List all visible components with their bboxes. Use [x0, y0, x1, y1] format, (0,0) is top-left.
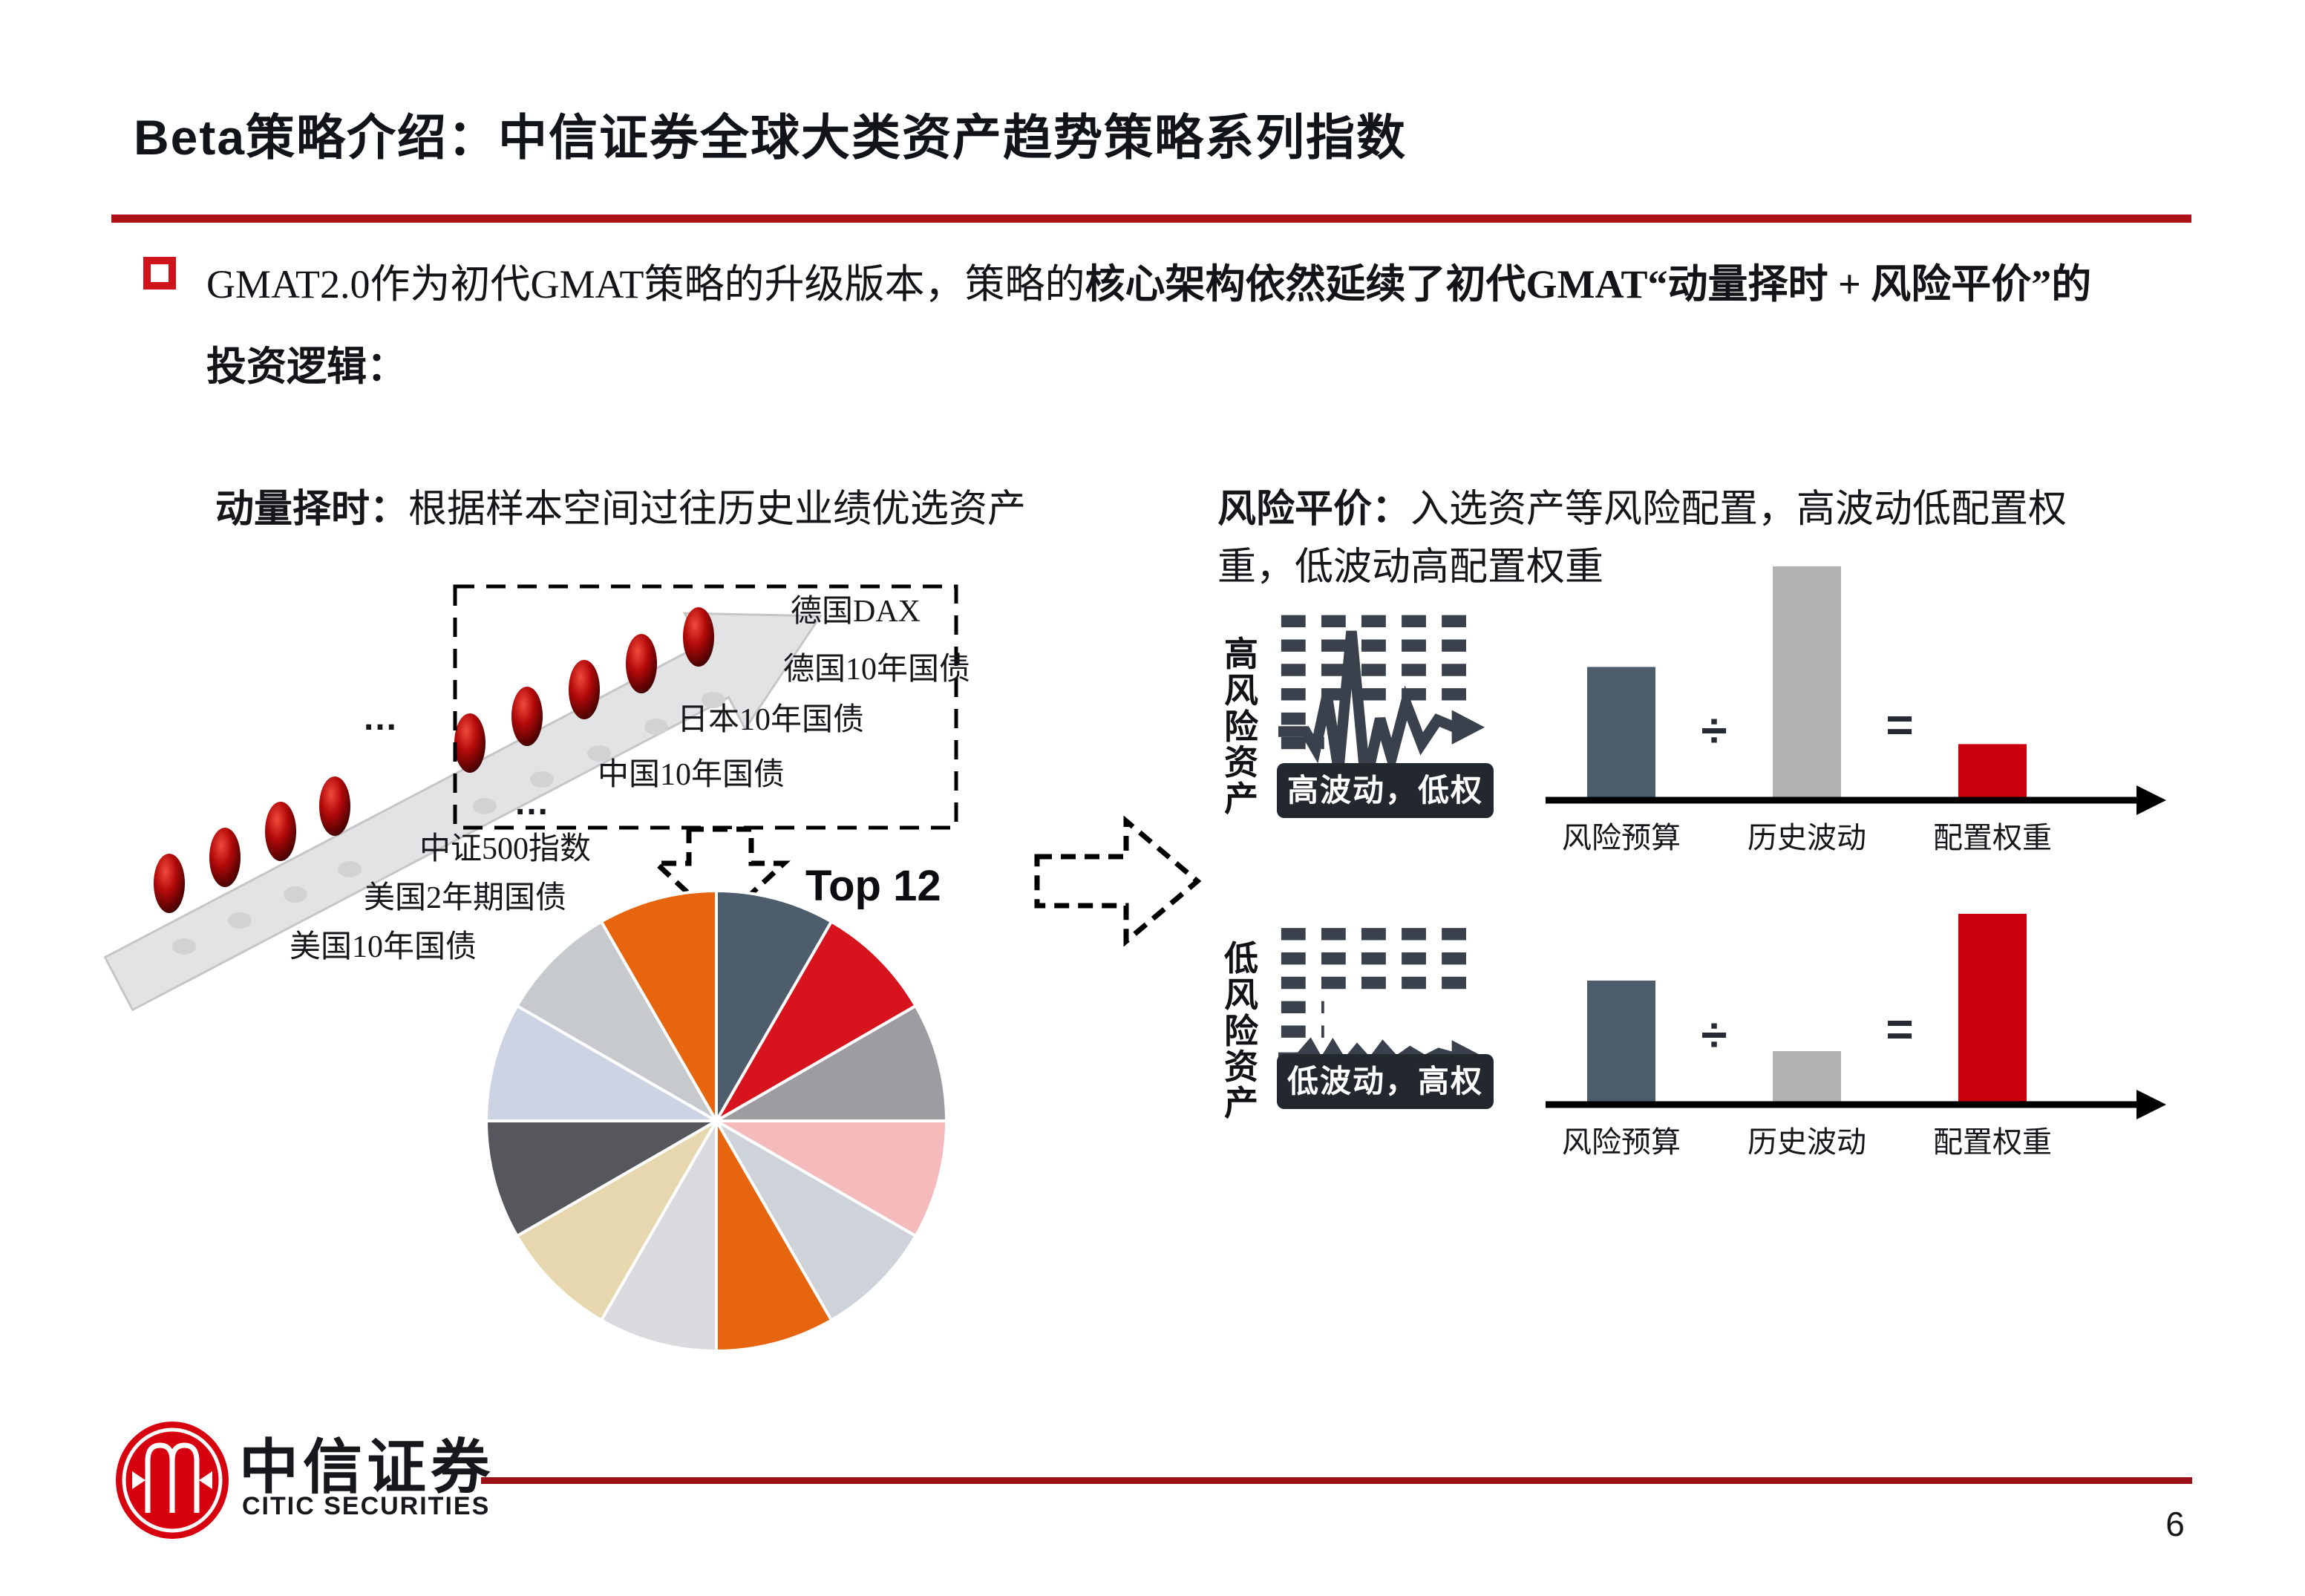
- bullet-square-icon: [143, 257, 176, 290]
- bar-label-alloc-weight: 配置权重: [1933, 1125, 2052, 1159]
- asset-label-de-dax: 德国DAX: [791, 595, 921, 629]
- risk-parity-header: 风险平价：入选资产等风险配置，高波动低配置权 重，低波动高配置权重: [1217, 481, 2190, 597]
- bar-配置权重: [1958, 744, 2027, 800]
- asset-label-cn-10y: 中国10年国债: [598, 757, 785, 792]
- momentum-header-bold: 动量择时：: [215, 488, 409, 531]
- bar-label-alloc-weight: 配置权重: [1933, 821, 2052, 854]
- pie-slice: [712, 919, 918, 1125]
- asset-label-us-10y: 美国10年国债: [290, 929, 477, 964]
- bullet-line-1: GMAT2.0作为初代GMAT策略的升级版本，策略的核心架构依然延续了初代GMA…: [206, 243, 2181, 326]
- bar-label-risk-budget: 风险预算: [1562, 821, 1681, 854]
- logo-english-name: CITIC SECURITIES: [242, 1492, 491, 1520]
- momentum-header: 动量择时：根据样本空间过往历史业绩优选资产: [215, 481, 1180, 539]
- pie-slice: [599, 1115, 718, 1353]
- momentum-diagram: … … 德国DAX 德国10年国债 日本10年国债 中国10年国债 中证500指…: [104, 584, 970, 1353]
- pie-slice: [710, 1004, 949, 1122]
- bullet-text-bold: 核心架构依然延续了初代GMAT“动量择时 + 风险平价”的: [1085, 262, 2092, 307]
- bar-配置权重: [1958, 914, 2027, 1105]
- asset-label-us-2y: 美国2年期国债: [364, 880, 566, 915]
- flow-right-arrow-icon: [1034, 815, 1202, 947]
- bar-风险预算: [1587, 667, 1655, 800]
- divide-sign: ÷: [1701, 1008, 1727, 1062]
- ellipsis-upper: …: [362, 699, 398, 738]
- equals-sign: =: [1886, 1002, 1913, 1056]
- low-risk-bar-chart: ÷ = 风险预算 历史波动 配置权重: [1546, 914, 2166, 1159]
- low-risk-side-label: 低风险资产: [1224, 940, 1258, 1122]
- pie-slice: [712, 1116, 918, 1323]
- selection-dashed-box: [453, 584, 958, 830]
- asset-label-de-10y: 德国10年国债: [783, 652, 970, 687]
- footer-rule: [481, 1477, 2192, 1484]
- page-title: Beta策略介绍：中信证券全球大类资产趋势策略系列指数: [134, 110, 1407, 165]
- bullet-line-2: 投资逻辑：: [206, 344, 407, 389]
- bar-label-hist-vol: 历史波动: [1747, 821, 1866, 854]
- high-vol-badge: 高波动，低权重: [1277, 763, 1494, 863]
- low-vol-badge: 低波动，高权重: [1277, 1054, 1494, 1154]
- asset-label-jp-10y: 日本10年国债: [677, 702, 864, 737]
- x-axis-arrowhead: [2136, 785, 2166, 815]
- ellipsis-lower: …: [514, 783, 549, 822]
- top12-label: Top 12: [805, 862, 941, 910]
- pie-slice: [710, 1119, 949, 1238]
- asset-beads: [154, 607, 714, 913]
- pie-slice: [514, 1116, 721, 1323]
- high-risk-bar-chart: ÷ = 风险预算 历史波动 配置权重: [1546, 566, 2166, 854]
- bullet-text-regular: GMAT2.0作为初代GMAT策略的升级版本，策略的: [206, 262, 1085, 307]
- risk-header-bold: 风险平价：: [1217, 488, 1411, 531]
- logo-chinese-name: 中信证券: [239, 1436, 494, 1501]
- risk-header-line2: 重，低波动高配置权重: [1217, 546, 1604, 589]
- pie-slice: [514, 919, 721, 1125]
- bar-历史波动: [1773, 566, 1841, 800]
- citic-logo-icon: [116, 1422, 229, 1539]
- momentum-header-rest: 根据样本空间过往历史业绩优选资产: [408, 488, 1027, 531]
- bar-历史波动: [1773, 1051, 1841, 1105]
- bullet-paragraph: GMAT2.0作为初代GMAT策略的升级版本，策略的核心架构依然延续了初代GMA…: [206, 243, 2181, 408]
- page-number: 6: [2165, 1505, 2185, 1543]
- bar-label-hist-vol: 历史波动: [1747, 1125, 1866, 1159]
- divide-sign: ÷: [1701, 704, 1727, 757]
- bar-风险预算: [1587, 980, 1655, 1105]
- pie-slice: [715, 889, 834, 1127]
- pie-slice: [484, 1004, 722, 1122]
- top12-pie-chart: [484, 889, 949, 1353]
- equals-sign: =: [1886, 698, 1913, 751]
- pie-slice: [715, 1115, 834, 1353]
- pie-slice: [484, 1119, 722, 1238]
- title-rule: [111, 215, 2191, 223]
- high-risk-side-label: 高风险资产: [1224, 635, 1258, 818]
- risk-header-line1: 入选资产等风险配置，高波动低配置权: [1410, 488, 2067, 531]
- pie-slice: [599, 889, 718, 1127]
- bead-shadows: [172, 692, 725, 955]
- bar-label-risk-budget: 风险预算: [1562, 1125, 1681, 1159]
- asset-label-csi500: 中证500指数: [419, 832, 591, 866]
- x-axis-arrowhead: [2136, 1090, 2166, 1119]
